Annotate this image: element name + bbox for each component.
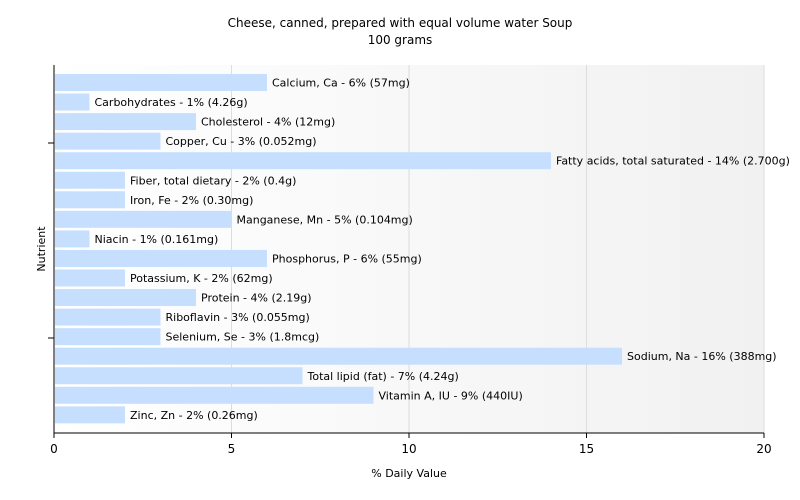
bar	[55, 171, 125, 189]
bar	[55, 386, 374, 404]
bar	[55, 367, 303, 385]
bar	[55, 347, 622, 365]
bar-label: Protein - 4% (2.19g)	[201, 292, 312, 305]
bar	[55, 328, 161, 346]
bar	[55, 191, 125, 209]
y-axis-title: Nutrient	[35, 226, 48, 272]
chart-title: Cheese, canned, prepared with equal volu…	[228, 16, 573, 30]
bar	[55, 289, 196, 307]
bar-label: Total lipid (fat) - 7% (4.24g)	[307, 370, 459, 383]
bar	[55, 152, 551, 170]
bar-label: Carbohydrates - 1% (4.26g)	[95, 96, 248, 109]
bar-label: Sodium, Na - 16% (388mg)	[627, 350, 777, 363]
bar	[55, 113, 196, 131]
bar-label: Riboflavin - 3% (0.055mg)	[166, 311, 310, 324]
bar-label: Fiber, total dietary - 2% (0.4g)	[130, 174, 296, 187]
bar-label: Selenium, Se - 3% (1.8mcg)	[166, 331, 320, 344]
bar-labels: Calcium, Ca - 6% (57mg) Carbohydrates - 1…	[95, 77, 790, 422]
bar-label: Potassium, K - 2% (62mg)	[130, 272, 273, 285]
bar	[55, 74, 267, 91]
bar-label: Copper, Cu - 3% (0.052mg)	[166, 135, 317, 148]
bar-label: Cholesterol - 4% (12mg)	[201, 116, 335, 129]
bar	[55, 406, 125, 424]
bar-label: Vitamin A, IU - 9% (440IU)	[379, 389, 523, 402]
x-tick-label: 15	[579, 442, 594, 456]
x-tick-label: 0	[50, 442, 58, 456]
bar-label: Iron, Fe - 2% (0.30mg)	[130, 194, 253, 207]
x-tick-labels: 0 5 10 15 20	[50, 442, 771, 456]
bar	[55, 210, 232, 228]
x-tick-label: 20	[756, 442, 771, 456]
bar-label: Calcium, Ca - 6% (57mg)	[272, 77, 410, 90]
x-tick-label: 10	[401, 442, 416, 456]
bars	[55, 74, 622, 424]
bar	[55, 249, 267, 267]
bar	[55, 269, 125, 287]
bar-label: Manganese, Mn - 5% (0.104mg)	[237, 213, 413, 226]
bar-label: Niacin - 1% (0.161mg)	[95, 233, 219, 246]
bar-label: Phosphorus, P - 6% (55mg)	[272, 252, 422, 265]
x-axis-title: % Daily Value	[371, 467, 447, 480]
bar	[55, 93, 90, 111]
bar-label: Zinc, Zn - 2% (0.26mg)	[130, 409, 258, 422]
axes	[48, 65, 765, 438]
bar	[55, 308, 161, 326]
bar	[55, 132, 161, 150]
bar-label: Fatty acids, total saturated - 14% (2.70…	[556, 155, 790, 168]
x-tick-label: 5	[228, 442, 236, 456]
bar	[55, 230, 90, 248]
chart-subtitle: 100 grams	[368, 33, 433, 47]
